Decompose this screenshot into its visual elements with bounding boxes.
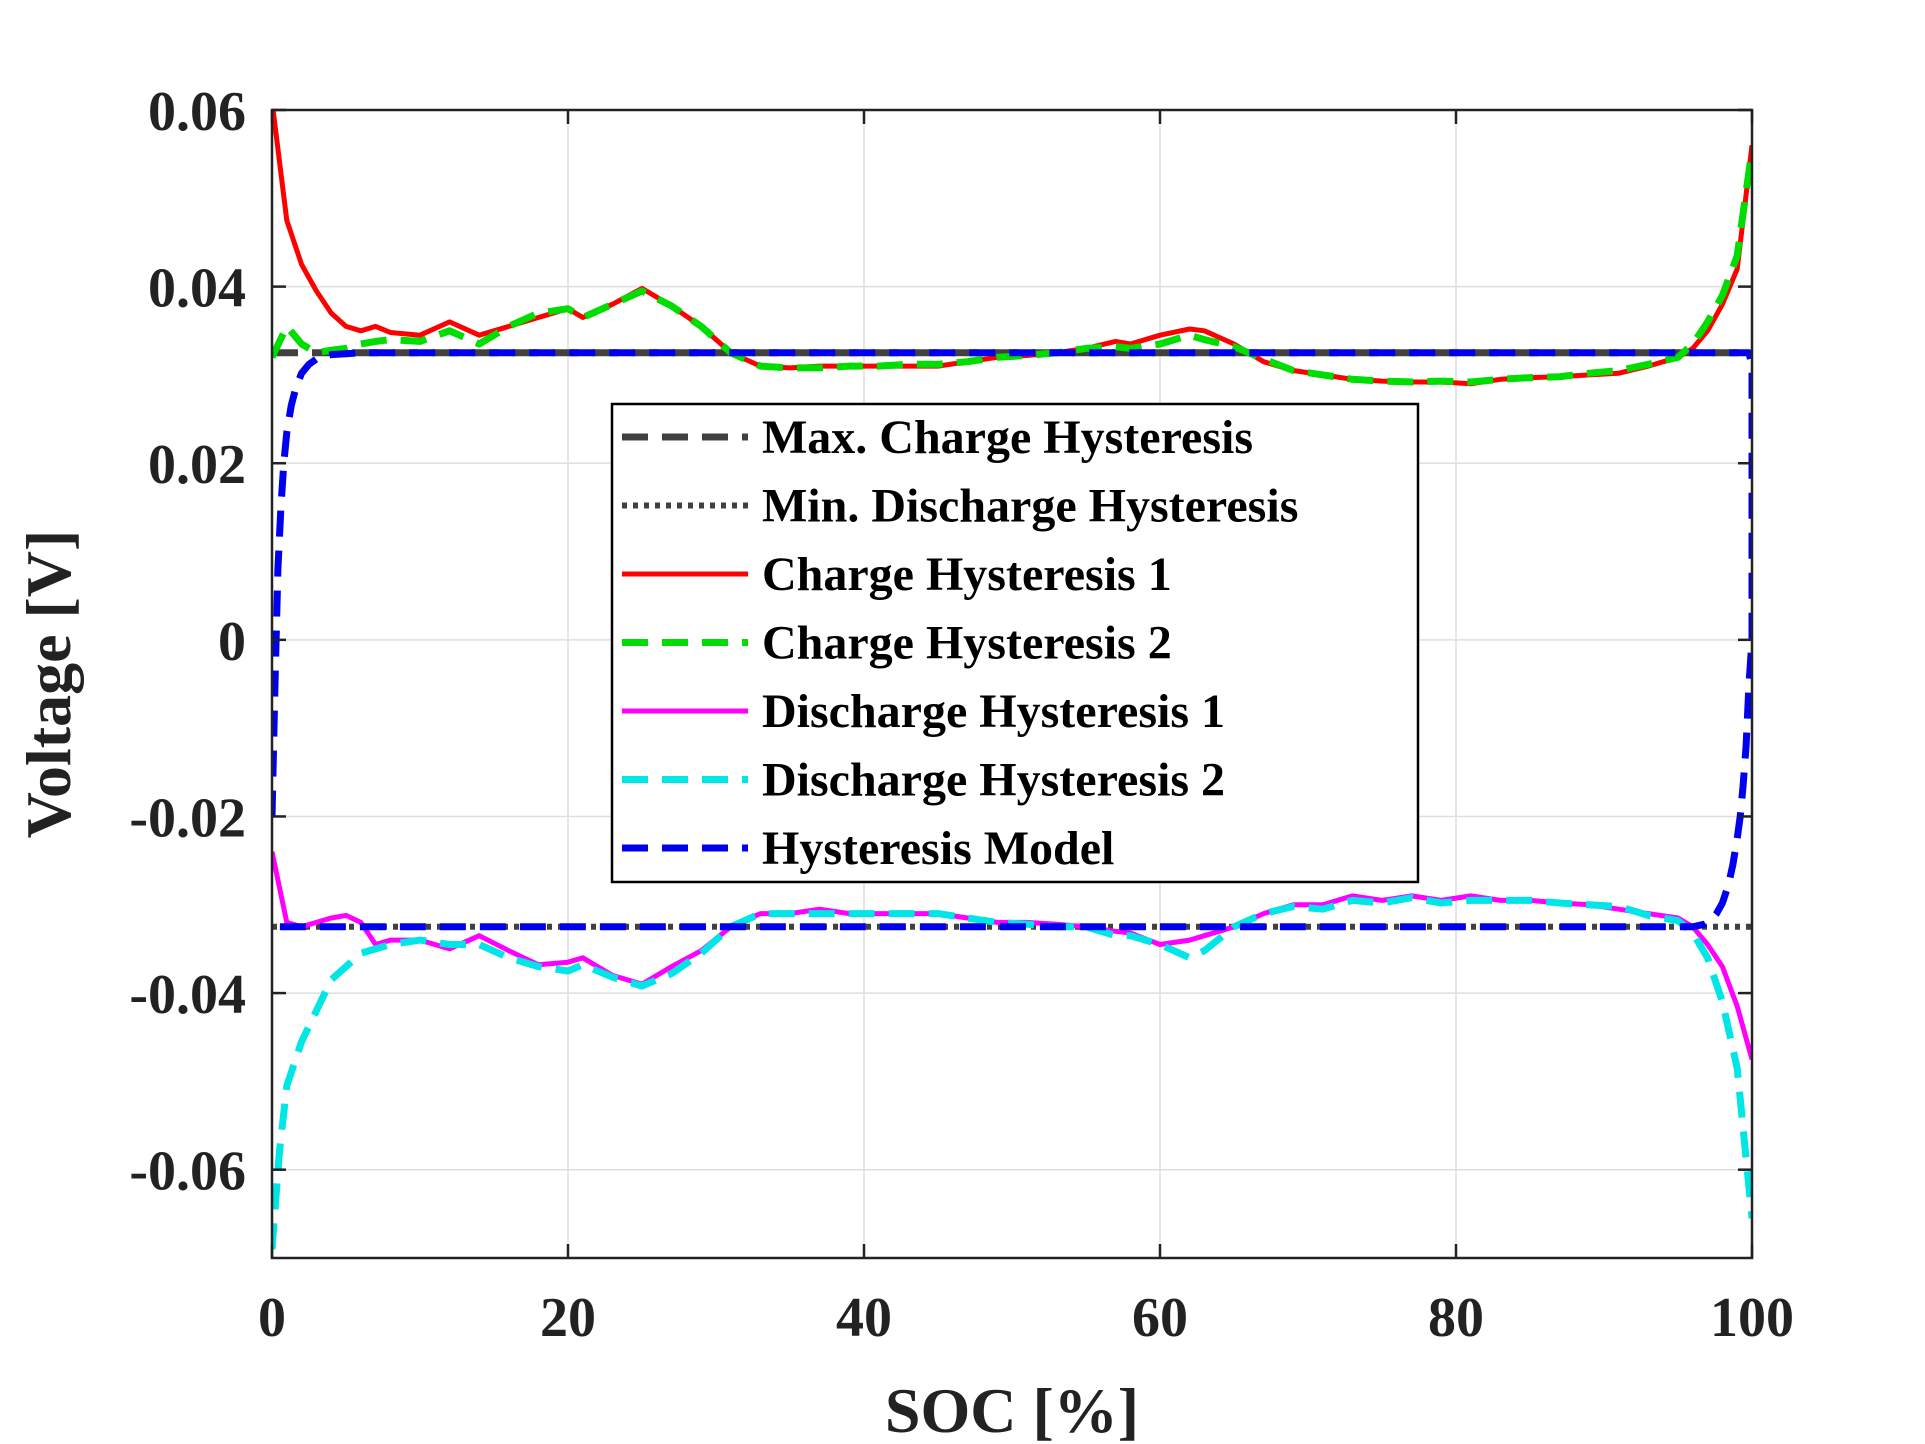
legend-label-discharge-hysteresis-2: Discharge Hysteresis 2 (762, 754, 1225, 807)
x-tick-label: 0 (258, 1287, 286, 1349)
series-line-charge-hysteresis-2 (272, 149, 1752, 386)
legend: Max. Charge Hysteresis Min. Discharge Hys… (610, 402, 1420, 884)
series-group (272, 110, 1752, 1250)
y-tick-label: 0.06 (148, 81, 246, 143)
x-tick-label: 60 (1132, 1287, 1188, 1349)
legend-items: Max. Charge Hysteresis Min. Discharge Hys… (622, 411, 1298, 875)
y-axis-title: Voltage [V] (13, 530, 84, 839)
y-tick-label: -0.02 (129, 787, 246, 849)
y-tick-label: 0.02 (148, 434, 246, 496)
legend-label-discharge-hysteresis-1: Discharge Hysteresis 1 (762, 685, 1225, 738)
legend-label-hysteresis-model: Hysteresis Model (762, 822, 1114, 875)
series-line-discharge-hysteresis-2 (272, 894, 1752, 1250)
x-tick-labels: 0 20 40 60 80 100 (258, 1287, 1794, 1349)
y-tick-label: -0.06 (129, 1141, 246, 1203)
y-tick-labels: 0.06 0.04 0.02 0 -0.02 -0.04 -0.06 (129, 81, 246, 1203)
x-tick-label: 80 (1428, 1287, 1484, 1349)
x-axis-title: SOC [%] (885, 1375, 1139, 1444)
x-tick-label: 40 (836, 1287, 892, 1349)
y-tick-label: 0.04 (148, 258, 246, 320)
legend-label-charge-hysteresis-1: Charge Hysteresis 1 (762, 548, 1172, 601)
plot-frame (270, 108, 1754, 1260)
x-tick-label: 100 (1710, 1287, 1794, 1349)
y-tick-label: 0 (218, 611, 246, 673)
x-tick-label: 20 (540, 1287, 596, 1349)
legend-label-charge-hysteresis-2: Charge Hysteresis 2 (762, 617, 1172, 670)
legend-label-min-discharge-hysteresis: Min. Discharge Hysteresis (762, 480, 1298, 533)
y-tick-label: -0.04 (129, 964, 246, 1026)
legend-label-max-charge-hysteresis: Max. Charge Hysteresis (762, 411, 1253, 464)
series-line-hysteresis-model (272, 349, 1752, 931)
tick-marks (270, 108, 1754, 1258)
